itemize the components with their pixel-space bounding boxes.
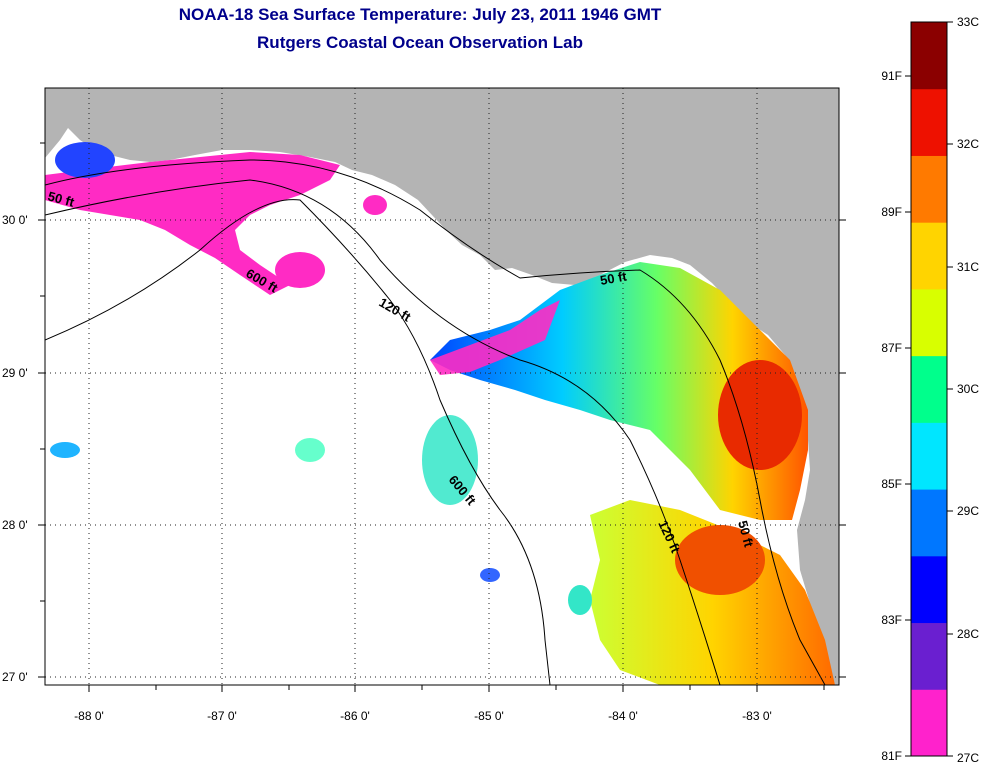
lon-tick-label: -85 0' bbox=[474, 709, 504, 723]
map-frame bbox=[44, 87, 840, 686]
contour-600ft bbox=[45, 199, 551, 685]
contour-50ft bbox=[45, 159, 826, 685]
sst-cool-band bbox=[45, 152, 340, 295]
colorbar-band bbox=[911, 422, 947, 490]
sst-mid-patch bbox=[568, 585, 592, 615]
colorbar-band bbox=[911, 22, 947, 90]
sst-mid-patch bbox=[480, 568, 500, 582]
colorbar-band bbox=[911, 88, 947, 156]
contour-label: 50 ft bbox=[735, 519, 757, 549]
contour-120ft bbox=[45, 179, 721, 685]
lon-tick-label: -87 0' bbox=[207, 709, 237, 723]
celsius-label: 32C bbox=[957, 137, 979, 151]
sst-hot-patch bbox=[718, 360, 802, 470]
sst-cool-patch bbox=[275, 252, 325, 288]
sst-cold-patch bbox=[55, 142, 115, 178]
contour-label: 50 ft bbox=[46, 188, 76, 210]
lat-tick-label: 29 0' bbox=[2, 366, 28, 380]
colorbar-band bbox=[911, 555, 947, 624]
lon-tick-label: -83 0' bbox=[742, 709, 772, 723]
celsius-label: 31C bbox=[957, 260, 979, 274]
sst-mid-patch bbox=[422, 415, 478, 505]
colorbar-band bbox=[911, 689, 947, 757]
sst-hot-patch bbox=[675, 525, 765, 595]
celsius-label: 33C bbox=[957, 15, 979, 29]
fahrenheit-label: 87F bbox=[881, 341, 902, 355]
contour-label: 50 ft bbox=[599, 268, 629, 288]
florida-land bbox=[45, 88, 839, 685]
fahrenheit-label: 81F bbox=[881, 749, 902, 763]
celsius-label: 29C bbox=[957, 504, 979, 518]
sst-mid-patch bbox=[50, 442, 80, 458]
lat-tick-label: 28 0' bbox=[2, 518, 28, 532]
colorbar-band bbox=[911, 355, 947, 423]
sst-mid-patch bbox=[295, 438, 325, 462]
colorbar-band bbox=[911, 222, 947, 290]
celsius-label: 30C bbox=[957, 382, 979, 396]
colorbar-band bbox=[911, 489, 947, 557]
celsius-label: 28C bbox=[957, 627, 979, 641]
map-title: NOAA-18 Sea Surface Temperature: July 23… bbox=[178, 5, 662, 24]
colorbar-band bbox=[911, 622, 947, 690]
colorbar-band bbox=[911, 155, 947, 223]
sst-cool-patch bbox=[363, 195, 387, 215]
fahrenheit-label: 89F bbox=[881, 205, 902, 219]
celsius-label: 27C bbox=[957, 751, 979, 765]
lat-tick-label: 30 0' bbox=[2, 213, 28, 227]
fahrenheit-label: 91F bbox=[881, 69, 902, 83]
lon-tick-label: -84 0' bbox=[608, 709, 638, 723]
fahrenheit-label: 85F bbox=[881, 477, 902, 491]
lat-tick-label: 27 0' bbox=[2, 670, 28, 684]
lon-tick-label: -86 0' bbox=[340, 709, 370, 723]
lon-tick-label: -88 0' bbox=[74, 709, 104, 723]
map-subtitle: Rutgers Coastal Ocean Observation Lab bbox=[257, 33, 583, 52]
fahrenheit-label: 83F bbox=[881, 613, 902, 627]
sst-cool-edge bbox=[430, 300, 560, 375]
colorbar-band bbox=[911, 288, 947, 357]
